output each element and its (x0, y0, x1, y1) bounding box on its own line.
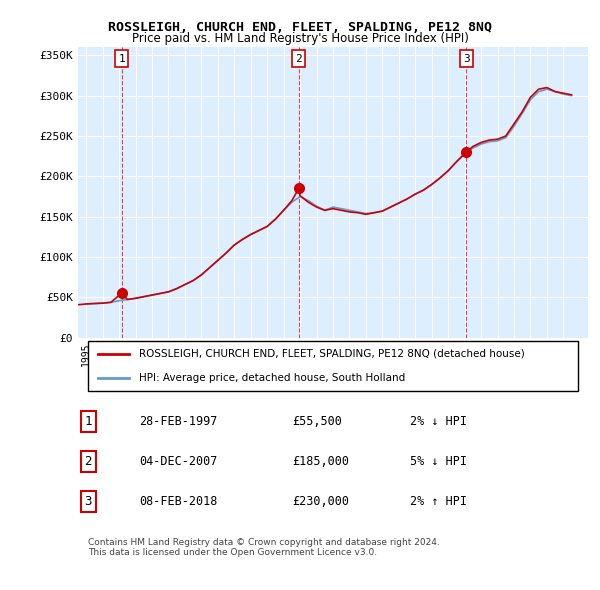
Text: 04-DEC-2007: 04-DEC-2007 (139, 455, 218, 468)
Text: 2: 2 (295, 54, 302, 64)
Text: £55,500: £55,500 (292, 415, 342, 428)
Text: £230,000: £230,000 (292, 495, 349, 508)
Text: ROSSLEIGH, CHURCH END, FLEET, SPALDING, PE12 8NQ: ROSSLEIGH, CHURCH END, FLEET, SPALDING, … (108, 21, 492, 34)
Text: 08-FEB-2018: 08-FEB-2018 (139, 495, 218, 508)
Text: Contains HM Land Registry data © Crown copyright and database right 2024.
This d: Contains HM Land Registry data © Crown c… (88, 538, 440, 558)
Text: 2: 2 (85, 455, 92, 468)
Text: 2% ↑ HPI: 2% ↑ HPI (409, 495, 467, 508)
Text: £185,000: £185,000 (292, 455, 349, 468)
Text: 1: 1 (85, 415, 92, 428)
Text: HPI: Average price, detached house, South Holland: HPI: Average price, detached house, Sout… (139, 373, 406, 383)
Text: 1: 1 (118, 54, 125, 64)
Text: 28-FEB-1997: 28-FEB-1997 (139, 415, 218, 428)
Text: 5% ↓ HPI: 5% ↓ HPI (409, 455, 467, 468)
FancyBboxPatch shape (88, 340, 578, 391)
Text: ROSSLEIGH, CHURCH END, FLEET, SPALDING, PE12 8NQ (detached house): ROSSLEIGH, CHURCH END, FLEET, SPALDING, … (139, 349, 525, 359)
Text: 3: 3 (85, 495, 92, 508)
Text: Price paid vs. HM Land Registry's House Price Index (HPI): Price paid vs. HM Land Registry's House … (131, 32, 469, 45)
Text: 3: 3 (463, 54, 470, 64)
Text: 2% ↓ HPI: 2% ↓ HPI (409, 415, 467, 428)
